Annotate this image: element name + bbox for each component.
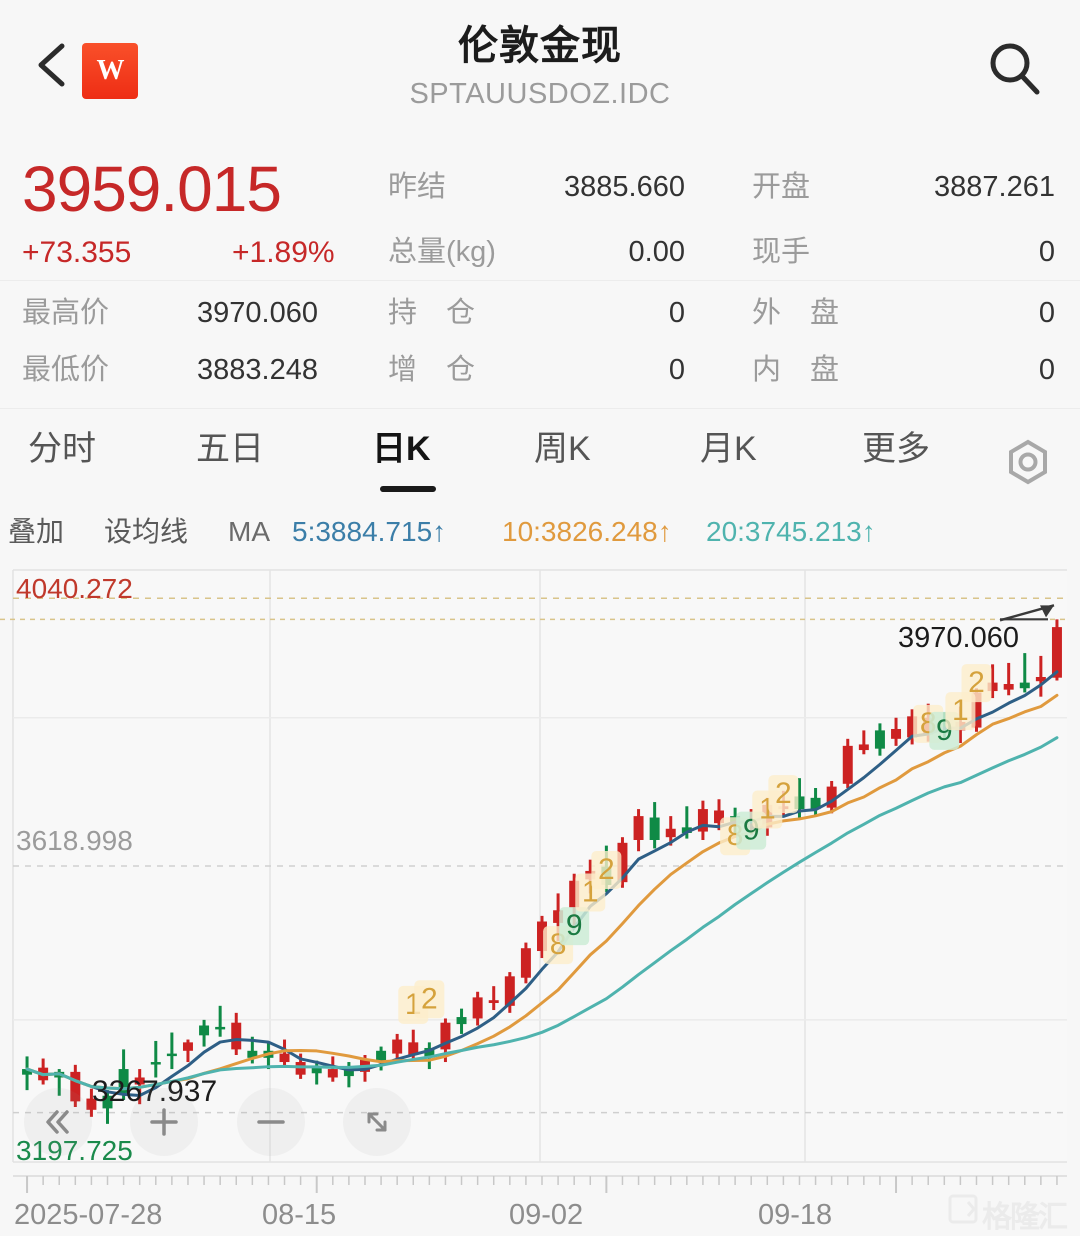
svg-text:2: 2 (598, 853, 615, 886)
last-price: 3959.015 (22, 153, 282, 225)
x-tick-label-3: 09-18 (758, 1199, 833, 1231)
field-value-position-change: 0 (668, 354, 685, 386)
expand-arrows-icon (367, 1112, 387, 1132)
app-logo[interactable]: W (82, 43, 138, 99)
svg-text:2: 2 (775, 777, 792, 810)
x-tick-label-1: 08-15 (262, 1199, 337, 1231)
active-tab-underline (380, 486, 436, 492)
plus-icon (150, 1108, 178, 1136)
field-label-open: 开盘 (752, 171, 811, 203)
field-label-position-change: 增 仓 (388, 354, 476, 386)
field-label-position: 持 仓 (388, 297, 476, 329)
tab-weekly-k[interactable]: 周K (534, 430, 591, 468)
hex-nut-settings-icon (1009, 439, 1047, 485)
x-axis-ticks (13, 1175, 1067, 1193)
tab-more[interactable]: 更多 (862, 430, 930, 468)
svg-text:2: 2 (421, 982, 438, 1015)
y-axis-label-max: 4040.272 (16, 573, 133, 604)
x-tick-label-2: 09-02 (509, 1199, 584, 1231)
chart-control-bar (0, 1088, 1080, 1160)
tab-daily-k[interactable]: 日K (372, 430, 431, 468)
search-icon (990, 43, 1040, 95)
field-value-low: 3883.248 (197, 354, 318, 386)
chart-period-tabs: 分时 五日 日K 周K 月K 更多 (0, 408, 1080, 500)
zoom-out-button[interactable] (237, 1088, 305, 1156)
page-title: 伦敦金现 (458, 24, 622, 68)
chart-settings-button[interactable] (1000, 434, 1056, 490)
ma-indicator-bar: 叠加 设均线 MA 5:3884.715↑ 10:3826.248↑ 20:37… (0, 508, 1080, 560)
field-value-current-lot: 0 (1038, 236, 1055, 268)
svg-text:9: 9 (566, 909, 583, 942)
field-label-prev-close: 昨结 (388, 171, 447, 203)
field-value-high: 3970.060 (197, 297, 318, 329)
high-price-annotation: 3970.060 (898, 622, 1019, 654)
ma-prefix-label: MA (228, 516, 270, 547)
gelonghui-logo-icon (948, 1194, 978, 1224)
field-value-position: 0 (668, 297, 685, 329)
y-axis-label-mid: 3618.998 (16, 825, 133, 856)
overlay-button[interactable]: 叠加 (8, 516, 65, 547)
x-axis: 2025-07-28 08-15 09-02 09-18 (0, 1175, 1080, 1235)
watermark-text: 格隆汇 (982, 1201, 1068, 1234)
x-tick-label-0: 2025-07-28 (14, 1199, 163, 1231)
app-header: W 伦敦金现 SPTAUUSDOZ.IDC (0, 0, 1080, 140)
tab-intraday[interactable]: 分时 (28, 430, 96, 468)
price-change-percent: +1.89% (232, 236, 335, 269)
ma5-value: 5:3884.715↑ (292, 516, 447, 547)
field-label-outer: 外 盘 (752, 297, 840, 329)
svg-text:2: 2 (968, 666, 985, 699)
field-label-low: 最低价 (22, 354, 110, 386)
scroll-left-button[interactable] (24, 1088, 92, 1156)
field-value-inner: 0 (1038, 354, 1055, 386)
quote-panel: 3959.015 +73.355 +1.89% 昨结 3885.660 开盘 3… (0, 140, 1080, 398)
search-button[interactable] (986, 40, 1044, 98)
ma20-value: 20:3745.213↑ (706, 516, 876, 547)
watermark: 格隆汇 (948, 1188, 1068, 1235)
tabbar-top-divider (0, 408, 1080, 409)
field-value-outer: 0 (1038, 297, 1055, 329)
double-chevron-left-icon (46, 1110, 69, 1134)
price-change: +73.355 (22, 236, 132, 269)
chevron-left-icon (38, 43, 65, 87)
field-label-inner: 内 盘 (752, 354, 840, 386)
tab-five-day[interactable]: 五日 (196, 430, 264, 468)
zoom-in-button[interactable] (130, 1088, 198, 1156)
app-logo-label: W (96, 55, 125, 86)
minus-icon (257, 1120, 285, 1124)
title-block: 伦敦金现 SPTAUUSDOZ.IDC (0, 22, 1080, 114)
back-button[interactable] (34, 42, 68, 88)
ma10-value: 10:3826.248↑ (502, 516, 672, 547)
field-value-prev-close: 3885.660 (564, 171, 685, 203)
field-label-high: 最高价 (22, 297, 110, 329)
field-label-volume: 总量(kg) (388, 236, 496, 268)
quote-divider (0, 280, 1080, 281)
tab-monthly-k[interactable]: 月K (700, 430, 757, 468)
field-value-volume: 0.00 (628, 236, 685, 268)
set-ma-button[interactable]: 设均线 (104, 516, 189, 547)
y-axis-label-lower: 3267.937 (92, 1075, 218, 1108)
page-subtitle-symbol: SPTAUUSDOZ.IDC (409, 78, 671, 110)
fullscreen-button[interactable] (343, 1088, 411, 1156)
field-value-open: 3887.261 (934, 171, 1055, 203)
svg-text:1: 1 (952, 694, 969, 727)
field-label-current-lot: 现手 (752, 236, 811, 268)
y-axis-label-min: 3197.725 (16, 1135, 133, 1166)
